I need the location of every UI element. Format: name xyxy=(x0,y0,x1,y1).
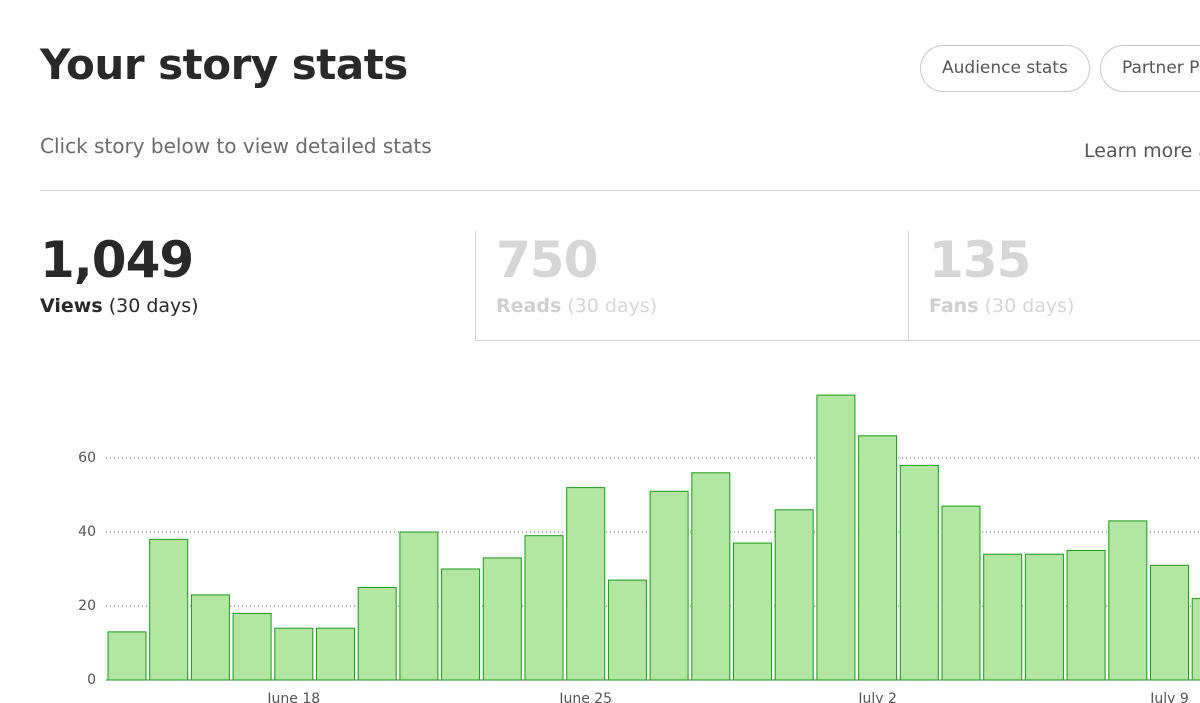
bar xyxy=(816,394,856,681)
bar xyxy=(983,553,1023,681)
bar xyxy=(357,587,397,681)
bar xyxy=(649,490,689,681)
y-tick-label: 20 xyxy=(78,598,96,614)
tab-number: 750 xyxy=(496,231,598,289)
bar xyxy=(1150,564,1189,681)
tab-period: (30 days) xyxy=(108,295,199,317)
bar xyxy=(1066,550,1106,681)
bar xyxy=(1108,520,1148,681)
bar xyxy=(691,472,731,681)
tab-number: 1,049 xyxy=(40,231,194,289)
partner-button[interactable]: Partner Program xyxy=(1100,45,1200,92)
bar xyxy=(524,535,564,681)
bar xyxy=(607,579,647,681)
bar xyxy=(1191,598,1200,681)
bar xyxy=(482,557,522,681)
y-tick-label: 60 xyxy=(78,450,96,466)
bar xyxy=(190,594,230,681)
views-tab[interactable]: 1,049 Views (30 days) xyxy=(40,231,475,341)
bar xyxy=(399,531,439,681)
bar xyxy=(566,487,606,681)
bar xyxy=(941,505,981,681)
page-title: Your story stats xyxy=(40,40,408,89)
bar xyxy=(441,568,481,681)
y-tick-label: 0 xyxy=(87,672,96,688)
x-tick-label: July 9 xyxy=(1149,691,1189,703)
subtitle: Click story below to view detailed stats xyxy=(40,134,432,158)
tab-label: Reads xyxy=(496,295,562,317)
tab-label: Views xyxy=(40,295,103,317)
bar xyxy=(149,538,189,681)
tab-number: 135 xyxy=(929,231,1031,289)
bar xyxy=(316,627,355,681)
bar xyxy=(774,509,814,681)
bar xyxy=(899,464,939,681)
fans-tab[interactable]: 135 Fans (30 days) xyxy=(908,231,1200,341)
x-tick-label: June 18 xyxy=(266,691,320,703)
learn-more-link[interactable]: Learn more about xyxy=(1084,140,1200,162)
bar xyxy=(107,631,147,681)
tab-period: (30 days) xyxy=(984,295,1075,317)
divider xyxy=(40,190,1200,191)
bar xyxy=(858,435,898,681)
tab-label: Fans xyxy=(929,295,979,317)
tab-period: (30 days) xyxy=(567,295,658,317)
bar xyxy=(1024,553,1064,681)
reads-tab[interactable]: 750 Reads (30 days) xyxy=(475,231,909,341)
bar xyxy=(232,612,272,681)
audience-button[interactable]: Audience stats xyxy=(920,45,1090,92)
x-tick-label: June 25 xyxy=(558,691,612,703)
x-tick-label: July 2 xyxy=(857,691,897,703)
bar xyxy=(274,627,314,681)
y-tick-label: 40 xyxy=(78,524,96,540)
bar xyxy=(733,542,772,681)
